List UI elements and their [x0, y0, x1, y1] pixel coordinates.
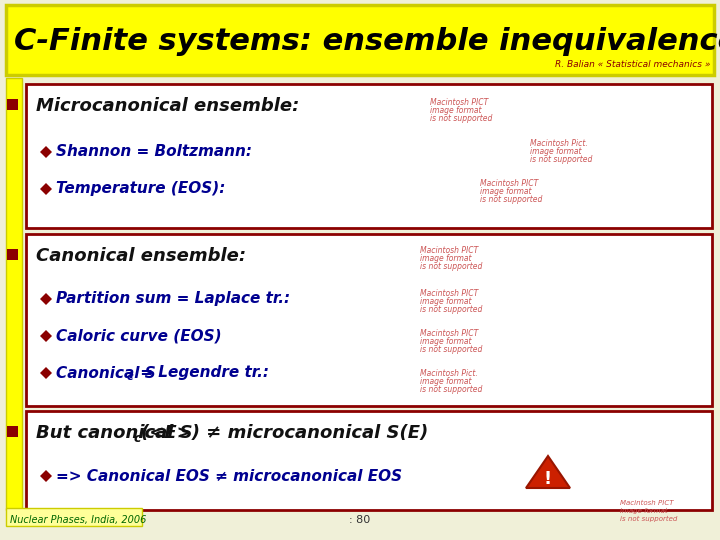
- Bar: [7, 249, 18, 260]
- Polygon shape: [40, 146, 52, 158]
- Text: Macintosh PICT: Macintosh PICT: [420, 289, 478, 298]
- Bar: [7, 99, 18, 110]
- Text: Macintosh PICT: Macintosh PICT: [430, 98, 488, 107]
- Text: is not supported: is not supported: [530, 155, 593, 164]
- Text: is not supported: is not supported: [620, 516, 678, 522]
- Text: But canonical S: But canonical S: [36, 424, 193, 442]
- FancyBboxPatch shape: [6, 508, 142, 526]
- Text: is not supported: is not supported: [430, 114, 492, 123]
- Text: image format: image format: [480, 187, 531, 196]
- Text: image format: image format: [420, 377, 472, 386]
- Text: c: c: [134, 431, 141, 444]
- Text: image format: image format: [420, 337, 472, 346]
- Text: Canonical ensemble:: Canonical ensemble:: [36, 247, 246, 265]
- Text: R. Balian « Statistical mechanics »: R. Balian « Statistical mechanics »: [554, 60, 710, 69]
- Polygon shape: [40, 470, 52, 482]
- Text: is not supported: is not supported: [420, 345, 482, 354]
- FancyBboxPatch shape: [26, 411, 712, 510]
- Text: !: !: [544, 470, 552, 488]
- Text: : 80: : 80: [349, 515, 371, 525]
- Text: Macintosh PICT: Macintosh PICT: [620, 500, 673, 506]
- FancyBboxPatch shape: [26, 84, 712, 228]
- Text: is not supported: is not supported: [420, 305, 482, 314]
- FancyBboxPatch shape: [26, 234, 712, 406]
- FancyBboxPatch shape: [6, 78, 22, 510]
- Text: Macintosh Pict.: Macintosh Pict.: [420, 369, 478, 378]
- Text: Macintosh PICT: Macintosh PICT: [420, 246, 478, 255]
- Text: Macintosh PICT: Macintosh PICT: [420, 329, 478, 338]
- Text: Macintosh PICT: Macintosh PICT: [480, 179, 539, 188]
- Text: Macintosh Pict.: Macintosh Pict.: [530, 139, 588, 148]
- Text: image format: image format: [620, 508, 667, 514]
- Text: Microcanonical ensemble:: Microcanonical ensemble:: [36, 97, 300, 115]
- Text: image format: image format: [530, 147, 582, 156]
- Polygon shape: [40, 330, 52, 342]
- Text: Caloric curve (EOS): Caloric curve (EOS): [56, 328, 222, 343]
- Polygon shape: [526, 456, 570, 488]
- Polygon shape: [40, 293, 52, 305]
- Polygon shape: [40, 183, 52, 195]
- Text: = Legendre tr.:: = Legendre tr.:: [135, 366, 269, 381]
- Text: image format: image format: [420, 254, 472, 263]
- Text: is not supported: is not supported: [420, 262, 482, 271]
- Text: is not supported: is not supported: [480, 195, 542, 204]
- Bar: [7, 426, 18, 437]
- Text: Temperature (EOS):: Temperature (EOS):: [56, 181, 225, 197]
- Text: image format: image format: [420, 297, 472, 306]
- Text: C-Finite systems: ensemble inequivalence: C-Finite systems: ensemble inequivalence: [14, 28, 720, 57]
- Text: image format: image format: [430, 106, 482, 115]
- Text: Shannon = Boltzmann:: Shannon = Boltzmann:: [56, 145, 252, 159]
- Text: Canonical S: Canonical S: [56, 366, 156, 381]
- Text: c: c: [127, 372, 134, 382]
- Text: (<E>) ≠ microcanonical S(E): (<E>) ≠ microcanonical S(E): [141, 424, 428, 442]
- Text: Nuclear Phases, India, 2006: Nuclear Phases, India, 2006: [10, 515, 146, 525]
- Text: is not supported: is not supported: [420, 385, 482, 394]
- Text: Partition sum = Laplace tr.:: Partition sum = Laplace tr.:: [56, 292, 290, 307]
- Polygon shape: [40, 367, 52, 379]
- Text: => Canonical EOS ≠ microcanonical EOS: => Canonical EOS ≠ microcanonical EOS: [56, 469, 402, 483]
- FancyBboxPatch shape: [6, 5, 714, 75]
